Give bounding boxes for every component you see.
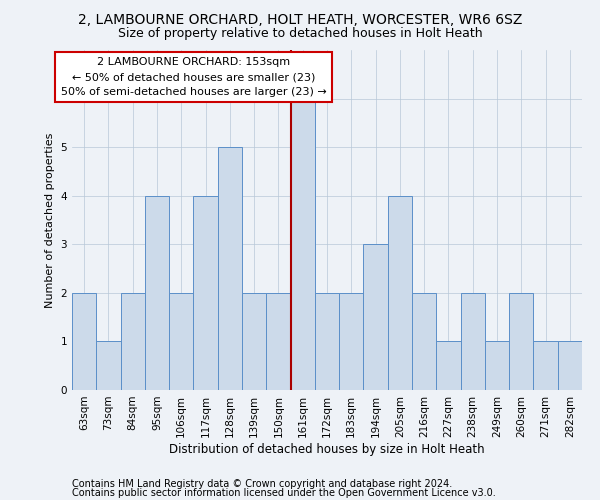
Bar bbox=[388, 196, 412, 390]
Bar bbox=[121, 293, 145, 390]
Y-axis label: Number of detached properties: Number of detached properties bbox=[45, 132, 55, 308]
Bar bbox=[509, 293, 533, 390]
Bar bbox=[558, 342, 582, 390]
Text: Contains public sector information licensed under the Open Government Licence v3: Contains public sector information licen… bbox=[72, 488, 496, 498]
Bar bbox=[193, 196, 218, 390]
Text: Contains HM Land Registry data © Crown copyright and database right 2024.: Contains HM Land Registry data © Crown c… bbox=[72, 479, 452, 489]
Bar bbox=[169, 293, 193, 390]
X-axis label: Distribution of detached houses by size in Holt Heath: Distribution of detached houses by size … bbox=[169, 442, 485, 456]
Bar bbox=[436, 342, 461, 390]
Bar bbox=[145, 196, 169, 390]
Bar bbox=[242, 293, 266, 390]
Bar bbox=[72, 293, 96, 390]
Bar bbox=[315, 293, 339, 390]
Bar bbox=[218, 147, 242, 390]
Bar bbox=[266, 293, 290, 390]
Text: Size of property relative to detached houses in Holt Heath: Size of property relative to detached ho… bbox=[118, 28, 482, 40]
Bar bbox=[485, 342, 509, 390]
Bar bbox=[290, 98, 315, 390]
Bar bbox=[364, 244, 388, 390]
Bar bbox=[461, 293, 485, 390]
Bar bbox=[339, 293, 364, 390]
Bar bbox=[96, 342, 121, 390]
Text: 2, LAMBOURNE ORCHARD, HOLT HEATH, WORCESTER, WR6 6SZ: 2, LAMBOURNE ORCHARD, HOLT HEATH, WORCES… bbox=[78, 12, 522, 26]
Text: 2 LAMBOURNE ORCHARD: 153sqm
← 50% of detached houses are smaller (23)
50% of sem: 2 LAMBOURNE ORCHARD: 153sqm ← 50% of det… bbox=[61, 58, 326, 97]
Bar bbox=[412, 293, 436, 390]
Bar bbox=[533, 342, 558, 390]
